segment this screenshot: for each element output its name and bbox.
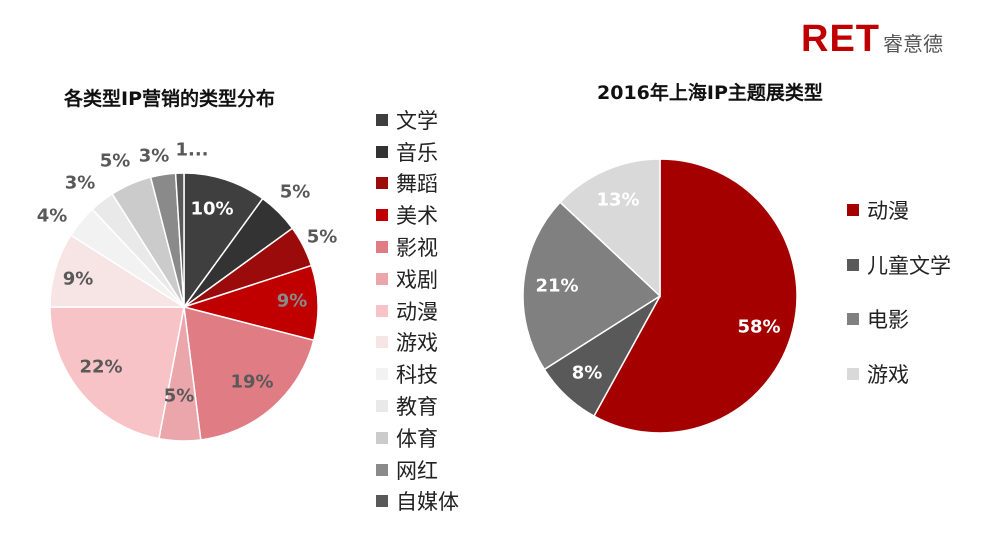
pie-slice bbox=[522, 201, 662, 371]
legend-item: 自媒体 bbox=[376, 486, 459, 518]
legend-swatch bbox=[376, 495, 388, 508]
slice-data-label: 9% bbox=[277, 291, 308, 312]
slice-data-label: 13% bbox=[596, 190, 639, 211]
pie-slice bbox=[49, 306, 185, 440]
legend-exhibition: 动漫儿童文学电影游戏 bbox=[847, 183, 951, 401]
legend-item: 舞蹈 bbox=[376, 168, 459, 200]
legend-item: 动漫 bbox=[847, 183, 951, 238]
legend-label: 游戏 bbox=[867, 363, 909, 388]
legend-swatch bbox=[847, 368, 859, 381]
pie-slice bbox=[183, 305, 315, 441]
legend-swatch bbox=[847, 204, 859, 217]
pie-slice bbox=[174, 172, 185, 308]
legend-label: 舞蹈 bbox=[396, 172, 438, 197]
legend-label: 儿童文学 bbox=[867, 253, 951, 278]
legend-label: 电影 bbox=[867, 308, 909, 333]
legend-swatch bbox=[376, 400, 388, 413]
legend-swatch bbox=[376, 113, 388, 126]
legend-swatch bbox=[376, 431, 388, 444]
slice-data-label: 58% bbox=[737, 317, 780, 338]
legend-item: 游戏 bbox=[847, 347, 951, 402]
slice-data-label: 1... bbox=[175, 140, 208, 161]
legend-item: 网红 bbox=[376, 454, 459, 486]
legend-item: 音乐 bbox=[376, 136, 459, 168]
legend-swatch bbox=[376, 241, 388, 254]
chart-title-exhibition: 2016年上海IP主题展类型 bbox=[597, 82, 823, 104]
slice-data-label: 4% bbox=[37, 206, 68, 227]
legend-swatch bbox=[847, 313, 859, 326]
legend-item: 电影 bbox=[847, 292, 951, 347]
slice-data-label: 5% bbox=[280, 182, 311, 203]
legend-swatch bbox=[376, 463, 388, 476]
legend-label: 音乐 bbox=[396, 140, 438, 165]
legend-item: 动漫 bbox=[376, 295, 459, 327]
slice-data-label: 5% bbox=[307, 227, 338, 248]
legend-item: 儿童文学 bbox=[847, 238, 951, 293]
slice-data-label: 21% bbox=[535, 276, 578, 297]
slice-data-label: 8% bbox=[572, 363, 603, 384]
legend-label: 游戏 bbox=[396, 331, 438, 356]
legend-label: 动漫 bbox=[396, 299, 438, 324]
chart-title-ip-marketing: 各类型IP营销的类型分布 bbox=[64, 88, 275, 110]
legend-label: 美术 bbox=[396, 204, 438, 229]
legend-swatch bbox=[847, 258, 859, 271]
legend-swatch bbox=[376, 368, 388, 381]
pie-slice bbox=[559, 158, 661, 298]
legend-label: 动漫 bbox=[867, 199, 909, 224]
legend-label: 教育 bbox=[396, 395, 438, 420]
legend-label: 自媒体 bbox=[396, 490, 459, 515]
legend-swatch bbox=[376, 145, 388, 158]
legend-item: 美术 bbox=[376, 199, 459, 231]
logo-mark: RET bbox=[801, 18, 880, 60]
legend-item: 文学 bbox=[376, 104, 459, 136]
legend-item: 游戏 bbox=[376, 327, 459, 359]
slice-data-label: 5% bbox=[164, 386, 195, 407]
slice-data-label: 9% bbox=[63, 269, 94, 290]
pie-slice bbox=[592, 158, 798, 434]
legend-label: 戏剧 bbox=[396, 267, 438, 292]
logo-subtitle: 睿意德 bbox=[883, 32, 943, 56]
slice-data-label: 10% bbox=[190, 199, 233, 220]
legend-label: 网红 bbox=[396, 458, 438, 483]
legend-item: 体育 bbox=[376, 422, 459, 454]
slice-data-label: 5% bbox=[100, 151, 131, 172]
legend-item: 教育 bbox=[376, 390, 459, 422]
legend-item: 戏剧 bbox=[376, 263, 459, 295]
legend-label: 科技 bbox=[396, 363, 438, 388]
legend-label: 影视 bbox=[396, 236, 438, 261]
slice-data-label: 3% bbox=[139, 146, 170, 167]
legend-label: 体育 bbox=[396, 426, 438, 451]
pie-slice bbox=[183, 172, 264, 310]
brand-logo: RET 睿意德 bbox=[801, 20, 943, 58]
legend-swatch bbox=[376, 177, 388, 190]
legend-item: 科技 bbox=[376, 358, 459, 390]
legend-ip-marketing: 文学音乐舞蹈美术影视戏剧动漫游戏科技教育体育网红自媒体 bbox=[376, 104, 459, 517]
legend-swatch bbox=[376, 304, 388, 317]
slice-data-label: 3% bbox=[65, 173, 96, 194]
legend-label: 文学 bbox=[396, 108, 438, 133]
slice-data-label: 22% bbox=[79, 357, 122, 378]
legend-swatch bbox=[376, 272, 388, 285]
slice-data-label: 19% bbox=[230, 372, 273, 393]
legend-swatch bbox=[376, 209, 388, 222]
legend-swatch bbox=[376, 336, 388, 349]
legend-item: 影视 bbox=[376, 231, 459, 263]
